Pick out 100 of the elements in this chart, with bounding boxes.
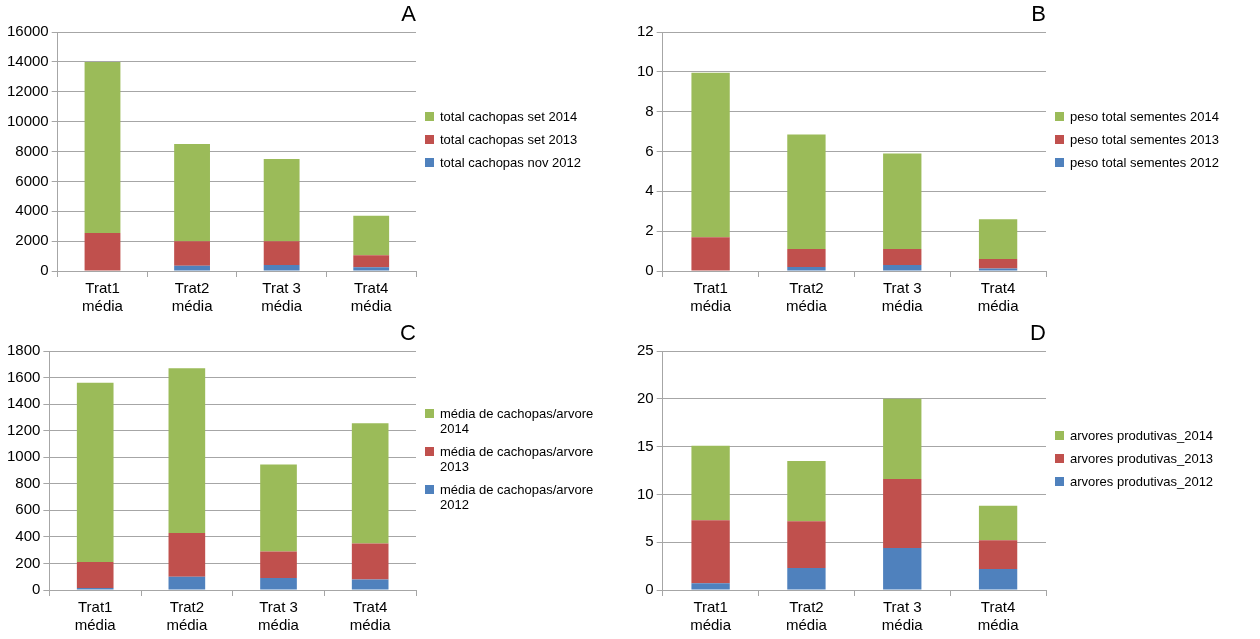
bar xyxy=(691,520,730,584)
bar xyxy=(84,61,121,233)
y-tick-label: 6 xyxy=(645,141,654,159)
bar xyxy=(883,249,922,266)
chart-title: D xyxy=(1030,320,1046,346)
legend-label: total cachopas set 2013 xyxy=(440,132,578,147)
legend-label: total cachopas nov 2012 xyxy=(440,155,581,170)
bar xyxy=(978,505,1018,541)
bar xyxy=(168,576,206,590)
x-tick-label: Trat 3 média xyxy=(261,279,303,315)
legend-label: peso total sementes 2014 xyxy=(1070,109,1219,124)
x-tick-label: Trat 3 média xyxy=(258,598,300,634)
y-tick-label: 25 xyxy=(637,341,654,359)
bar xyxy=(787,267,826,271)
y-tick-label: 1600 xyxy=(6,367,41,385)
y-tick-label: 8000 xyxy=(15,141,49,159)
y-tick-label: 2 xyxy=(645,221,654,239)
x-tick-label: Trat 3 média xyxy=(881,598,924,634)
x-tick-label: Trat1 média xyxy=(690,279,732,315)
y-tick-label: 4 xyxy=(645,181,654,199)
legend-label: média de cachopas/arvore 2013 xyxy=(440,443,595,474)
bar xyxy=(787,460,826,522)
bar xyxy=(174,144,210,242)
x-tick-label: Trat1 média xyxy=(82,279,124,315)
y-tick-label: 1800 xyxy=(6,341,41,359)
bar xyxy=(76,562,114,589)
bar xyxy=(351,423,389,544)
y-tick-label: 0 xyxy=(645,580,654,598)
y-tick-label: 0 xyxy=(645,261,654,279)
bar xyxy=(787,134,826,250)
y-tick-label: 2000 xyxy=(15,231,49,249)
y-tick-label: 0 xyxy=(32,580,41,598)
bar xyxy=(883,547,922,590)
y-tick-label: 16000 xyxy=(6,22,49,40)
bar xyxy=(883,265,922,271)
bar xyxy=(883,398,922,480)
y-tick-label: 20 xyxy=(637,388,654,406)
y-tick-label: 15 xyxy=(637,436,654,454)
bar xyxy=(691,237,730,271)
y-tick-label: 14000 xyxy=(6,52,49,70)
bar xyxy=(260,578,297,590)
x-tick-label: Trat2 média xyxy=(786,598,828,634)
legend-label: média de cachopas/arvore 2012 xyxy=(440,481,595,512)
x-tick-label: Trat4 média xyxy=(977,279,1020,315)
bar xyxy=(978,540,1018,569)
x-tick-label: Trat2 média xyxy=(166,598,208,634)
bar xyxy=(76,382,114,563)
legend-label: arvores produtivas_2012 xyxy=(1070,474,1214,489)
y-tick-label: 0 xyxy=(40,261,49,279)
y-tick-label: 200 xyxy=(15,553,41,571)
legend-label: arvores produtivas_2013 xyxy=(1070,451,1214,466)
y-tick-label: 8 xyxy=(645,101,654,119)
bar xyxy=(978,568,1018,590)
bar xyxy=(351,543,389,580)
x-tick-label: Trat1 média xyxy=(74,598,117,634)
y-tick-label: 4000 xyxy=(15,201,49,219)
bar xyxy=(168,532,206,577)
bar xyxy=(691,583,730,590)
x-tick-label: Trat4 média xyxy=(349,598,392,634)
bar xyxy=(174,241,210,266)
bar xyxy=(174,265,210,271)
y-tick-label: 600 xyxy=(15,500,41,518)
bar xyxy=(263,241,300,266)
y-tick-label: 5 xyxy=(645,532,654,550)
legend-label: total cachopas set 2014 xyxy=(440,109,578,124)
y-tick-label: 1400 xyxy=(6,394,41,412)
bar xyxy=(978,259,1018,269)
y-tick-label: 10000 xyxy=(6,111,49,129)
y-tick-label: 1200 xyxy=(6,420,41,438)
bar xyxy=(691,445,730,521)
y-tick-label: 12000 xyxy=(6,81,49,99)
y-tick-label: 12 xyxy=(637,22,654,40)
bar xyxy=(263,158,300,242)
bar xyxy=(787,249,826,268)
bar xyxy=(353,255,390,268)
x-tick-label: Trat1 média xyxy=(690,598,732,634)
y-tick-label: 10 xyxy=(637,61,654,79)
x-tick-label: Trat4 média xyxy=(350,279,393,315)
y-tick-label: 400 xyxy=(15,527,41,545)
bar xyxy=(883,153,922,250)
y-tick-label: 6000 xyxy=(15,171,49,189)
bar xyxy=(353,267,390,271)
chart-title: B xyxy=(1031,1,1046,27)
legend-label: média de cachopas/arvore 2014 xyxy=(440,405,595,436)
legend-label: arvores produtivas_2014 xyxy=(1070,428,1214,443)
legend-label: peso total sementes 2013 xyxy=(1070,132,1219,147)
x-tick-label: Trat2 média xyxy=(786,279,828,315)
bar xyxy=(787,568,826,590)
y-tick-label: 1000 xyxy=(6,447,41,465)
bar xyxy=(260,551,297,579)
x-tick-label: Trat4 média xyxy=(977,598,1020,634)
bar xyxy=(787,521,826,569)
y-tick-label: 800 xyxy=(15,473,41,491)
x-tick-label: Trat2 média xyxy=(171,279,214,315)
x-tick-label: Trat 3 média xyxy=(881,279,924,315)
bar xyxy=(260,464,297,552)
chart-title: A xyxy=(401,1,417,27)
bar xyxy=(978,219,1018,260)
bar xyxy=(691,72,730,238)
bar xyxy=(263,265,300,271)
